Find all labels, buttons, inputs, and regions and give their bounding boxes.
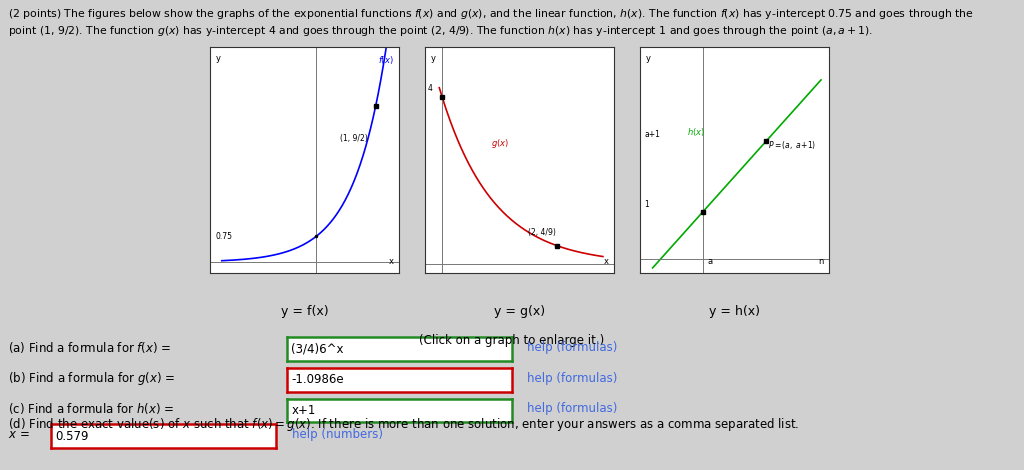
Text: point (1, 9/2). The function $g(x)$ has y-intercept 4 and goes through the point: point (1, 9/2). The function $g(x)$ has … xyxy=(8,24,873,38)
Text: (d) Find the exact value(s) of $x$ such that $f(x) = g(x)$. If there is more tha: (d) Find the exact value(s) of $x$ such … xyxy=(8,416,800,433)
Text: -1.0986e: -1.0986e xyxy=(291,373,344,386)
Text: (c) Find a formula for $h(x)$ =: (c) Find a formula for $h(x)$ = xyxy=(8,401,174,416)
Text: help (numbers): help (numbers) xyxy=(292,428,383,441)
Text: help (formulas): help (formulas) xyxy=(527,341,617,354)
Text: x+1: x+1 xyxy=(291,404,315,417)
Text: x: x xyxy=(389,257,393,266)
Text: y = g(x): y = g(x) xyxy=(495,306,545,319)
Text: (2 points) The figures below show the graphs of the exponential functions $f(x)$: (2 points) The figures below show the gr… xyxy=(8,7,974,21)
Text: (a) Find a formula for $f(x)$ =: (a) Find a formula for $f(x)$ = xyxy=(8,340,172,355)
Text: y = h(x): y = h(x) xyxy=(710,306,760,319)
Text: 0.579: 0.579 xyxy=(55,430,89,443)
Text: (3/4)6^x: (3/4)6^x xyxy=(291,343,344,356)
Text: x: x xyxy=(604,257,608,266)
Text: 1: 1 xyxy=(644,200,649,209)
Text: n: n xyxy=(818,257,823,266)
Text: a: a xyxy=(708,257,713,266)
Text: y: y xyxy=(646,54,650,63)
Text: (b) Find a formula for $g(x)$ =: (b) Find a formula for $g(x)$ = xyxy=(8,370,175,387)
Text: 0.75: 0.75 xyxy=(216,232,232,241)
Text: help (formulas): help (formulas) xyxy=(527,372,617,385)
Text: $g(x)$: $g(x)$ xyxy=(492,137,509,150)
Text: (2, 4/9): (2, 4/9) xyxy=(528,228,556,237)
Text: $f(x)$: $f(x)$ xyxy=(378,54,393,66)
Text: y: y xyxy=(431,54,435,63)
Text: (1, 9/2): (1, 9/2) xyxy=(340,133,368,143)
Text: 4: 4 xyxy=(428,84,433,93)
Text: help (formulas): help (formulas) xyxy=(527,402,617,415)
Text: (Click on a graph to enlarge it.): (Click on a graph to enlarge it.) xyxy=(420,334,604,347)
Text: $P = (a,\ a{+}1)$: $P = (a,\ a{+}1)$ xyxy=(768,139,817,151)
Text: $x$ =: $x$ = xyxy=(8,428,30,441)
Text: y: y xyxy=(216,54,220,63)
Text: $h(x)$: $h(x)$ xyxy=(687,126,706,138)
Text: a+1: a+1 xyxy=(644,130,660,139)
Text: y = f(x): y = f(x) xyxy=(281,306,329,319)
